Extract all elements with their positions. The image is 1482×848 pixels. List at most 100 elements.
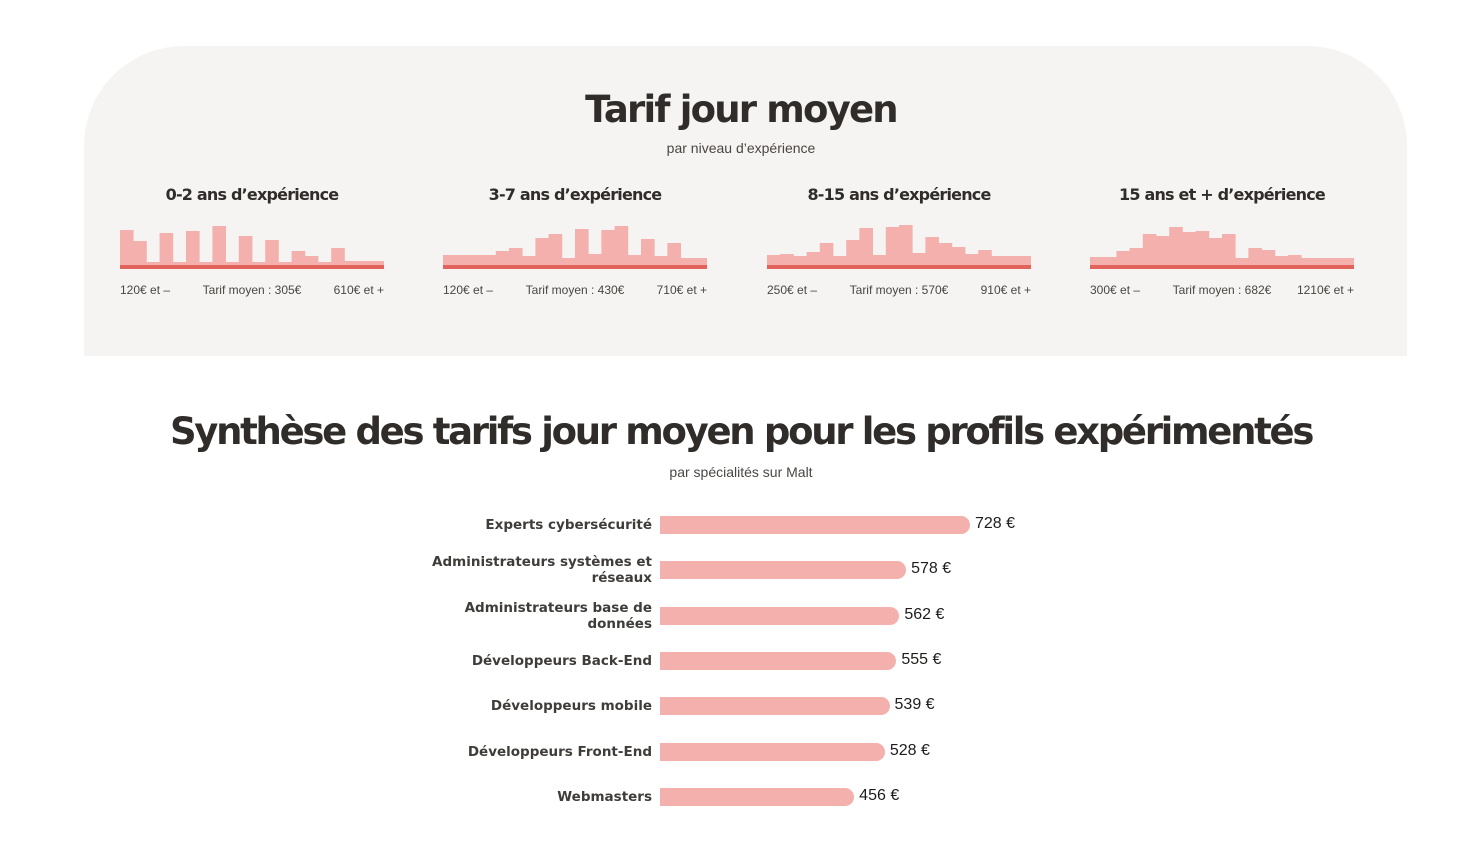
histogram-0-2: 0-2 ans d’expérience 120€ et – Tarif moy… bbox=[120, 182, 384, 302]
histogram-bar bbox=[780, 254, 794, 265]
bar-row: Administrateurs base de données 562 € bbox=[0, 591, 1482, 637]
histogram-bar bbox=[535, 238, 549, 265]
histogram-bar bbox=[146, 262, 160, 265]
section-subtitle-experience: par niveau d’expérience bbox=[666, 140, 816, 156]
histogram-min-label: 120€ et – bbox=[443, 283, 494, 297]
bar-row: Administrateurs systèmes et réseaux 578 € bbox=[0, 545, 1482, 591]
histogram-bar bbox=[680, 258, 695, 265]
histogram-bar bbox=[1288, 255, 1302, 265]
bar-fill bbox=[660, 606, 900, 625]
histogram-plot bbox=[1090, 227, 1354, 269]
histogram-plot bbox=[767, 225, 1031, 269]
histogram-bar bbox=[225, 262, 240, 265]
histogram-bar bbox=[767, 255, 781, 265]
histogram-bar bbox=[1142, 234, 1157, 265]
histogram-bar bbox=[1156, 236, 1170, 265]
histogram-bar bbox=[654, 256, 668, 265]
histogram-bar bbox=[331, 248, 345, 265]
histogram-bar bbox=[133, 241, 147, 265]
histogram-bar bbox=[641, 239, 655, 265]
bar-category-label: Administrateurs systèmes et réseaux bbox=[432, 554, 652, 587]
histogram-bar bbox=[561, 258, 576, 265]
histogram-bar bbox=[548, 234, 563, 265]
histogram-bar bbox=[819, 243, 834, 265]
histogram-bar bbox=[1222, 234, 1236, 265]
histogram-title: 3-7 ans d’expérience bbox=[488, 185, 663, 204]
histogram-max-label: 910€ et + bbox=[980, 283, 1031, 297]
bar-value-label: 528 € bbox=[889, 741, 930, 759]
histogram-title: 15 ans et + d’expérience bbox=[1119, 185, 1326, 204]
bar-category-label: Webmasters bbox=[557, 788, 652, 805]
bar-row: Développeurs Back-End 555 € bbox=[0, 636, 1482, 682]
bar-category-label: Développeurs Back-End bbox=[471, 652, 652, 669]
histogram-average-label: Tarif moyen : 570€ bbox=[849, 283, 949, 297]
histogram-plot bbox=[120, 226, 384, 269]
histogram-bar bbox=[1017, 256, 1031, 265]
histogram-title: 8-15 ans d’expérience bbox=[807, 185, 991, 204]
histogram-bar bbox=[120, 230, 134, 265]
histogram-average-label: Tarif moyen : 305€ bbox=[202, 283, 302, 297]
histogram-bar bbox=[667, 243, 681, 265]
histogram-bar bbox=[1208, 238, 1223, 265]
bar-value-label: 555 € bbox=[901, 650, 942, 668]
histogram-title: 0-2 ans d’expérience bbox=[165, 185, 340, 204]
histogram-bar bbox=[1090, 257, 1104, 265]
histogram-max-label: 1210€ et + bbox=[1296, 283, 1354, 297]
histogram-bar bbox=[925, 237, 939, 265]
histogram-bar bbox=[1116, 251, 1130, 265]
histogram-bar bbox=[370, 261, 384, 265]
histogram-15-plus: 15 ans et + d’expérience 300€ et – Tarif… bbox=[1090, 182, 1354, 302]
histogram-bar bbox=[872, 255, 887, 265]
bar-fill bbox=[660, 697, 890, 716]
bar-fill bbox=[660, 742, 885, 761]
bar-fill bbox=[660, 787, 855, 806]
histogram-max-label: 710€ et + bbox=[656, 283, 707, 297]
histogram-bar bbox=[1103, 257, 1117, 265]
bar-value-label: 456 € bbox=[859, 786, 900, 804]
histogram-bar bbox=[357, 261, 372, 265]
histogram-bar bbox=[1314, 258, 1328, 265]
histogram-baseline bbox=[767, 265, 1031, 269]
histogram-min-label: 120€ et – bbox=[120, 283, 171, 297]
bar-category-label: Développeurs mobile bbox=[490, 698, 652, 715]
histogram-bar bbox=[278, 262, 292, 265]
histogram-baseline bbox=[1090, 265, 1354, 269]
histogram-bar bbox=[469, 255, 483, 265]
histogram-bar bbox=[627, 255, 642, 265]
histogram-bar bbox=[482, 255, 497, 265]
histogram-bar bbox=[291, 251, 306, 265]
bar-row: Développeurs mobile 539 € bbox=[0, 681, 1482, 727]
histogram-bar bbox=[1129, 248, 1144, 265]
bar-row: Webmasters 456 € bbox=[0, 772, 1482, 818]
specialty-bar-chart: Experts cybersécurité 728 € Administrateur… bbox=[0, 500, 1482, 820]
histogram-bar bbox=[344, 261, 358, 265]
histogram-bar bbox=[159, 233, 174, 265]
bar-fill bbox=[660, 516, 970, 534]
histogram-bar bbox=[846, 240, 860, 265]
histogram-bar bbox=[1169, 227, 1183, 265]
bar-value-label: 562 € bbox=[904, 605, 945, 623]
histogram-bar bbox=[912, 253, 926, 265]
histogram-8-15: 8-15 ans d’expérience 250€ et – Tarif mo… bbox=[767, 182, 1031, 302]
bar-category-label: Administrateurs base de données bbox=[464, 599, 652, 632]
histogram-bar bbox=[1274, 256, 1289, 265]
histogram-bar bbox=[601, 230, 615, 265]
experience-panel bbox=[84, 46, 1407, 356]
histogram-bar bbox=[938, 243, 953, 265]
histogram-bar bbox=[186, 231, 200, 265]
section-subtitle-specialites: par spécialités sur Malt bbox=[669, 464, 813, 480]
histogram-bar bbox=[509, 248, 523, 265]
histogram-bar bbox=[1182, 232, 1196, 265]
bar-value-label: 539 € bbox=[894, 696, 935, 714]
bar-row: Experts cybersécurité 728 € bbox=[0, 500, 1482, 546]
histogram-bar bbox=[199, 262, 213, 265]
histogram-min-label: 250€ et – bbox=[767, 283, 818, 297]
histogram-bar bbox=[1327, 258, 1342, 265]
histogram-bar bbox=[951, 247, 966, 265]
histogram-bar bbox=[495, 251, 510, 265]
section-title-synthese: Synthèse des tarifs jour moyen pour les … bbox=[169, 410, 1314, 453]
histogram-bar bbox=[318, 262, 332, 265]
histogram-bar bbox=[991, 256, 1005, 265]
histogram-bar bbox=[1301, 258, 1315, 265]
histogram-average-label: Tarif moyen : 682€ bbox=[1172, 283, 1272, 297]
